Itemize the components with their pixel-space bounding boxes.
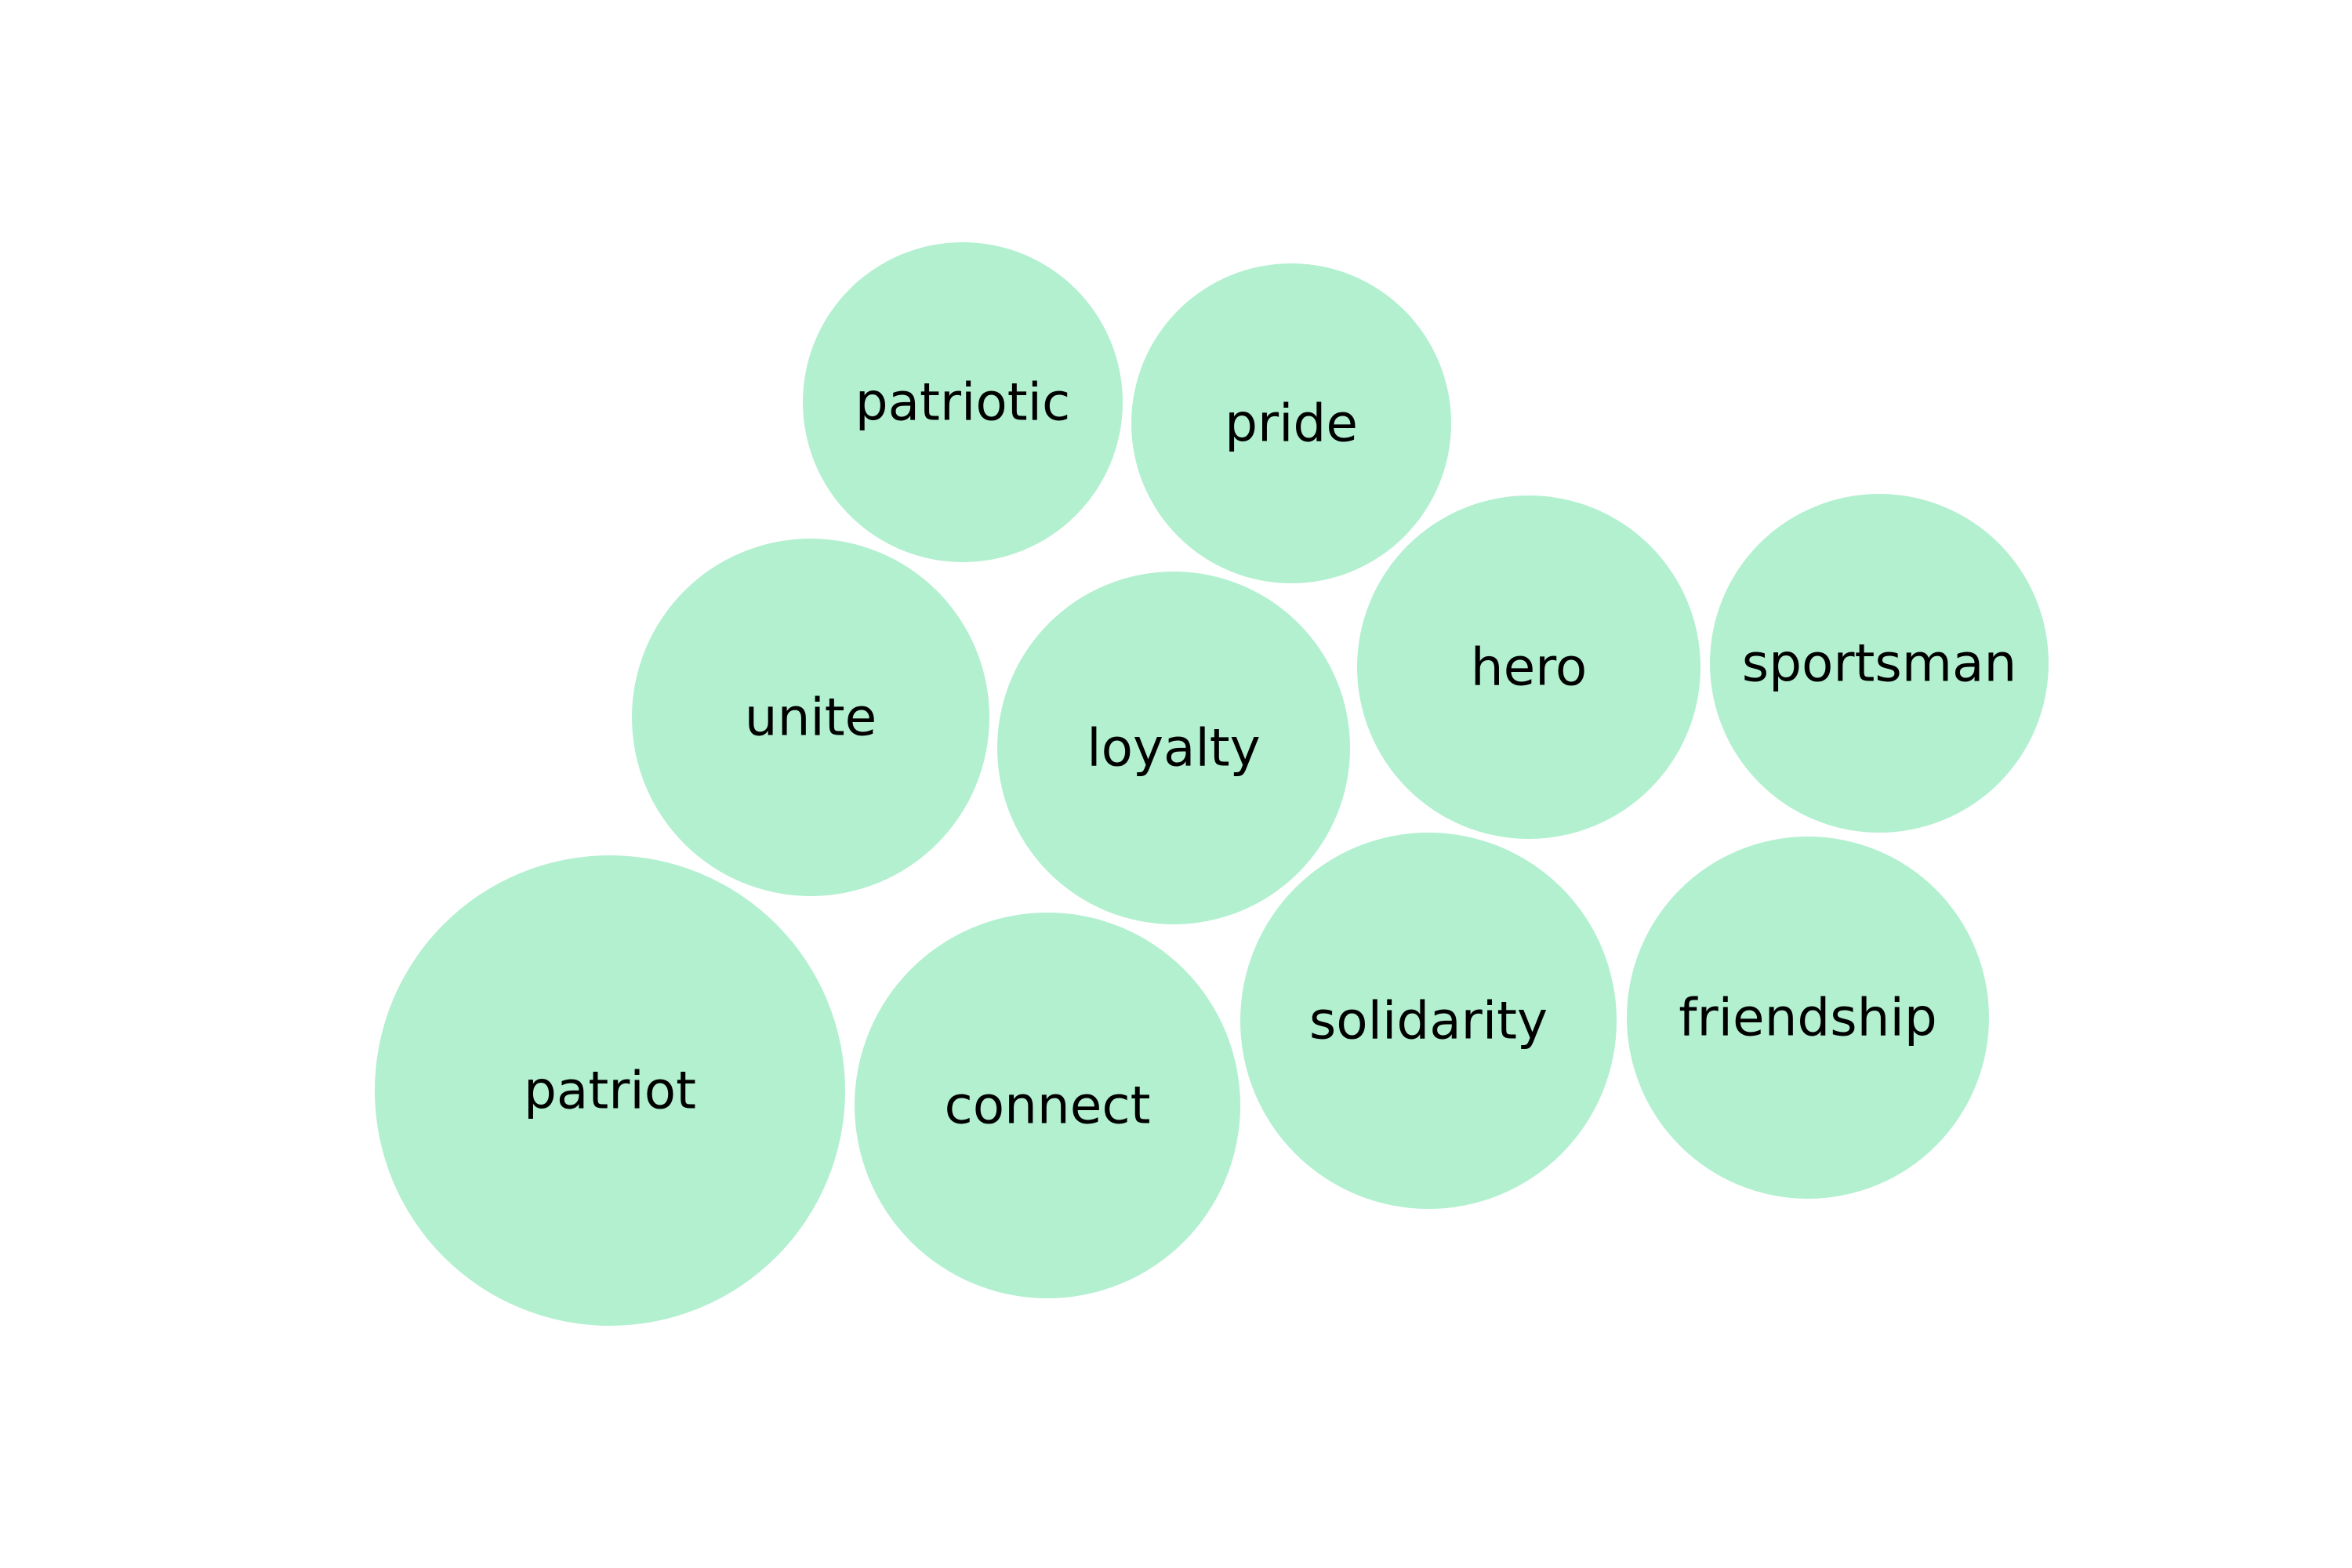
bubble-circle <box>632 539 989 896</box>
bubble-hero: hero <box>1357 495 1700 839</box>
bubbles-layer: patriot connect solidarity friendship unite l… <box>375 242 2049 1326</box>
bubble-circle <box>1710 494 2049 833</box>
bubble-circle <box>1357 495 1700 839</box>
bubble-label: connect <box>944 1076 1150 1136</box>
bubble-loyalty: loyalty <box>997 572 1350 924</box>
bubble-circle <box>1131 263 1451 583</box>
bubble-patriot: patriot <box>375 855 845 1326</box>
bubble-solidarity: solidarity <box>1240 833 1617 1209</box>
bubble-circle <box>855 913 1240 1298</box>
bubble-circle <box>1627 837 1989 1199</box>
bubble-connect: connect <box>855 913 1240 1298</box>
bubble-label: patriot <box>524 1061 696 1121</box>
bubble-label: patriotic <box>855 372 1071 433</box>
bubble-circle <box>375 855 845 1326</box>
bubble-patriotic: patriotic <box>803 242 1123 562</box>
bubble-unite: unite <box>632 539 989 896</box>
bubble-circle <box>803 242 1123 562</box>
bubble-sportsman: sportsman <box>1710 494 2049 833</box>
bubble-label: sportsman <box>1742 633 2017 694</box>
bubble-label: loyalty <box>1087 718 1261 779</box>
bubble-circle <box>1240 833 1617 1209</box>
bubble-label: pride <box>1225 394 1358 454</box>
bubble-circle <box>997 572 1350 924</box>
bubble-friendship: friendship <box>1627 837 1989 1199</box>
bubble-label: solidarity <box>1309 991 1548 1051</box>
bubble-label: hero <box>1471 637 1588 698</box>
bubble-pride: pride <box>1131 263 1451 583</box>
bubble-label: friendship <box>1679 988 1936 1048</box>
bubble-label: unite <box>745 688 877 748</box>
